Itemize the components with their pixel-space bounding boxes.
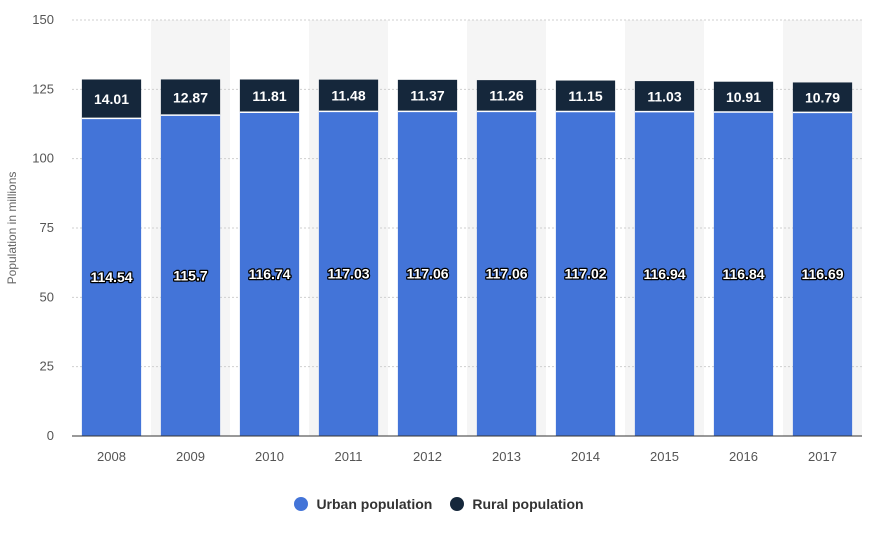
legend-label-rural: Rural population — [472, 496, 584, 512]
y-tick-label: 100 — [32, 151, 54, 166]
legend: Urban population Rural population — [0, 496, 878, 512]
bar-rural[interactable] — [160, 79, 221, 116]
data-label-rural: 12.87 — [173, 89, 208, 105]
data-label-rural: 14.01 — [94, 91, 129, 107]
bar-rural[interactable] — [397, 79, 458, 112]
legend-label-urban: Urban population — [316, 496, 433, 512]
bar-urban[interactable] — [792, 112, 853, 436]
bar-rural[interactable] — [81, 79, 142, 119]
x-tick-label: 2013 — [492, 449, 521, 464]
data-label-urban: 115.7 — [173, 268, 207, 284]
x-tick-label: 2012 — [413, 449, 442, 464]
y-tick-label: 75 — [40, 220, 54, 235]
x-tick-label: 2009 — [176, 449, 205, 464]
x-tick-label: 2010 — [255, 449, 284, 464]
data-label-rural: 11.15 — [568, 88, 602, 104]
bar-urban[interactable] — [476, 111, 537, 436]
y-tick-label: 0 — [47, 428, 54, 443]
bar-rural[interactable] — [239, 79, 300, 113]
data-label-rural: 11.37 — [410, 88, 444, 104]
x-tick-label: 2017 — [808, 449, 837, 464]
y-tick-label: 150 — [32, 12, 54, 27]
data-label-rural: 11.81 — [252, 88, 286, 104]
y-axis-label: Population in millions — [5, 172, 19, 285]
bar-rural[interactable] — [555, 80, 616, 112]
x-tick-label: 2016 — [729, 449, 758, 464]
x-tick-label: 2014 — [571, 449, 600, 464]
legend-swatch-rural — [450, 497, 465, 511]
y-tick-label: 125 — [32, 81, 54, 96]
data-label-rural: 11.03 — [647, 88, 681, 104]
bar-rural[interactable] — [476, 80, 537, 112]
data-label-urban: 116.74 — [248, 266, 290, 282]
bar-urban[interactable] — [555, 111, 616, 436]
bar-rural[interactable] — [634, 81, 695, 112]
bar-urban[interactable] — [318, 111, 379, 436]
bar-urban[interactable] — [81, 118, 142, 436]
bar-urban[interactable] — [634, 111, 695, 436]
data-label-urban: 117.02 — [564, 266, 606, 282]
data-label-urban: 117.03 — [327, 266, 369, 282]
x-tick-label: 2011 — [335, 449, 363, 464]
bar-urban[interactable] — [397, 111, 458, 436]
legend-swatch-urban — [294, 497, 309, 511]
y-axis-ticks: 0 25 50 75 100 125 150 — [32, 12, 54, 443]
bar-rural[interactable] — [713, 81, 774, 112]
data-label-urban: 116.84 — [722, 266, 764, 282]
data-label-urban: 116.94 — [643, 266, 685, 282]
data-label-rural: 10.79 — [805, 89, 840, 105]
bar-urban[interactable] — [239, 112, 300, 437]
data-label-rural: 11.26 — [489, 88, 523, 104]
bar-rural[interactable] — [792, 82, 853, 113]
data-labels: 114.54 14.01 115.7 12.87 116.74 11.81 117.03 11… — [89, 88, 845, 287]
bar-urban[interactable] — [160, 115, 221, 436]
data-label-urban: 114.54 — [90, 269, 132, 285]
y-tick-label: 25 — [40, 359, 54, 374]
bar-urban[interactable] — [713, 111, 774, 436]
x-tick-label: 2015 — [650, 449, 679, 464]
data-label-urban: 117.06 — [485, 266, 527, 282]
y-tick-label: 50 — [40, 289, 54, 304]
legend-item-urban[interactable]: Urban population — [294, 496, 432, 512]
data-label-rural: 11.48 — [331, 88, 365, 104]
x-axis-ticks: 2008 2009 2010 2011 2012 2013 2014 2015 2016 2017 — [97, 449, 837, 464]
bars — [81, 79, 853, 437]
data-label-rural: 10.91 — [726, 89, 761, 105]
bar-rural[interactable] — [318, 79, 379, 112]
data-label-urban: 116.69 — [801, 266, 843, 282]
data-label-urban: 117.06 — [406, 266, 448, 282]
legend-item-rural[interactable]: Rural population — [450, 496, 584, 512]
x-tick-label: 2008 — [97, 449, 126, 464]
